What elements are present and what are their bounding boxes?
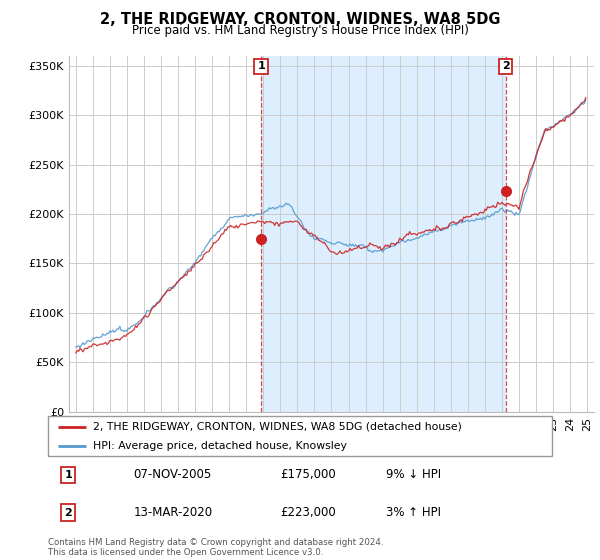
- Text: 07-NOV-2005: 07-NOV-2005: [134, 468, 212, 482]
- Text: 13-MAR-2020: 13-MAR-2020: [134, 506, 213, 519]
- Bar: [261, 56, 506, 412]
- Text: 9% ↓ HPI: 9% ↓ HPI: [386, 468, 441, 482]
- Text: Contains HM Land Registry data © Crown copyright and database right 2024.
This d: Contains HM Land Registry data © Crown c…: [48, 538, 383, 557]
- Text: 2: 2: [502, 62, 509, 71]
- FancyBboxPatch shape: [48, 416, 552, 456]
- Text: 1: 1: [64, 470, 72, 480]
- Text: 1: 1: [257, 62, 265, 71]
- Text: 2, THE RIDGEWAY, CRONTON, WIDNES, WA8 5DG (detached house): 2, THE RIDGEWAY, CRONTON, WIDNES, WA8 5D…: [94, 422, 462, 432]
- Text: 2, THE RIDGEWAY, CRONTON, WIDNES, WA8 5DG: 2, THE RIDGEWAY, CRONTON, WIDNES, WA8 5D…: [100, 12, 500, 27]
- Text: HPI: Average price, detached house, Knowsley: HPI: Average price, detached house, Know…: [94, 441, 347, 450]
- Text: £223,000: £223,000: [280, 506, 335, 519]
- Text: 2: 2: [64, 507, 72, 517]
- Text: Price paid vs. HM Land Registry's House Price Index (HPI): Price paid vs. HM Land Registry's House …: [131, 24, 469, 37]
- Text: £175,000: £175,000: [280, 468, 335, 482]
- Text: 3% ↑ HPI: 3% ↑ HPI: [386, 506, 440, 519]
